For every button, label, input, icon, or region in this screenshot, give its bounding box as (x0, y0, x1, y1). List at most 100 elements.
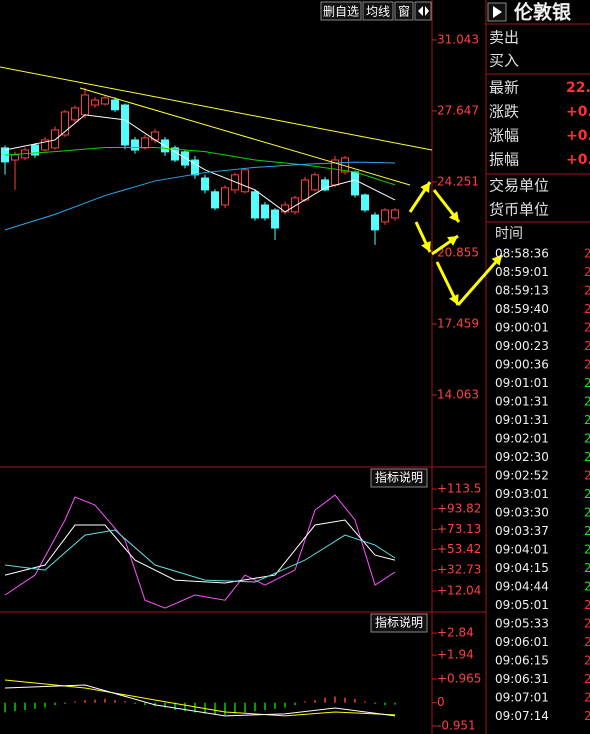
macd-bar (84, 700, 86, 703)
indicator-help-label[interactable]: 指标说明 (375, 615, 423, 630)
macd-bar (224, 702, 226, 715)
trade-time: 09:02:30 (495, 450, 549, 464)
y-tick-label: 0 (437, 695, 445, 709)
indicator-help-label[interactable]: 指标说明 (375, 470, 423, 485)
trade-price: 2 (584, 506, 590, 520)
macd-bar (364, 701, 366, 703)
trade-price: 2 (584, 376, 590, 390)
quote-value: +0.0 (566, 128, 590, 144)
y-tick-label: 31.043 (437, 32, 479, 46)
y-tick-label: +32.73 (437, 563, 481, 577)
macd-bar (184, 702, 186, 712)
expand-icon (493, 6, 502, 18)
macd-bar (144, 702, 146, 706)
macd-bar (284, 702, 286, 708)
quote-label: 涨跌 (489, 103, 519, 121)
indicator-help-button[interactable] (370, 468, 428, 488)
macd-bar (54, 702, 56, 706)
trade-time: 09:05:01 (495, 598, 549, 612)
trade-price: 2 (584, 469, 590, 483)
indicator-line (4, 529, 396, 583)
candle-body (111, 99, 119, 111)
indicator-help-button[interactable] (370, 613, 428, 633)
toolbar-button[interactable] (362, 1, 394, 21)
arrow-head (449, 294, 459, 305)
macd-bar (124, 701, 126, 703)
candle-body (221, 187, 229, 206)
y-tick-label: +113.5 (437, 482, 481, 496)
candle-body (11, 154, 19, 161)
candle-body (351, 171, 359, 196)
indicator-line (4, 519, 396, 584)
arrow-head (448, 211, 459, 222)
y-tick-label: +2.84 (437, 626, 474, 640)
y-tick-label: 27.647 (437, 103, 479, 117)
arrow-head (447, 236, 458, 246)
candle-body (91, 99, 99, 106)
trade-time: 09:01:01 (495, 376, 549, 390)
candle-body (361, 194, 369, 211)
macd-bar (394, 702, 396, 705)
arrow-head (420, 182, 430, 193)
quote-title: 伦敦银 (514, 1, 572, 24)
macd-bar (214, 702, 216, 715)
y-tick-label: 17.459 (437, 316, 479, 330)
y-tick-label: +73.13 (437, 522, 481, 536)
candle-body (31, 144, 39, 156)
indicator-line (4, 684, 396, 717)
toolbar-button-label[interactable]: 窗 (398, 5, 410, 19)
toolbar-button-label[interactable]: 均线 (366, 5, 390, 19)
quote-label: 交易单位 (489, 177, 549, 195)
trade-time: 09:00:36 (495, 358, 549, 372)
trade-time: 09:07:14 (495, 709, 549, 723)
y-tick-label: +93.82 (437, 501, 481, 515)
trade-price: 2 (584, 284, 590, 298)
trade-time: 08:58:36 (495, 247, 549, 261)
indicator-line (4, 114, 396, 213)
trade-price: 2 (584, 413, 590, 427)
macd-bar (164, 702, 166, 708)
quote-label: 振幅 (489, 151, 519, 169)
trade-price: 2 (584, 450, 590, 464)
toolbar-button-label[interactable]: 删自选 (323, 5, 359, 19)
trade-price: 2 (584, 672, 590, 686)
macd-bar (354, 698, 356, 703)
macd-bar (234, 702, 236, 714)
indicator-line (4, 494, 396, 609)
y-tick-label: 20.855 (437, 245, 479, 259)
trade-time: 09:04:15 (495, 561, 549, 575)
trade-time: 09:05:33 (495, 617, 549, 631)
y-tick-label: +53.42 (437, 542, 481, 556)
trade-time: 09:03:30 (495, 506, 549, 520)
indicator-line (4, 146, 396, 186)
trade-price: 2 (584, 302, 590, 316)
candle-body (371, 214, 379, 231)
macd-bar (374, 702, 376, 704)
trade-price: 2 (584, 524, 590, 538)
candle-body (241, 169, 249, 193)
macd-bar (4, 702, 6, 713)
macd-bar (194, 702, 196, 713)
macd-bar (174, 702, 176, 710)
candle-body (271, 209, 279, 229)
candle-body (191, 159, 199, 176)
macd-bar (14, 702, 16, 712)
quote-value: +0.2 (566, 152, 590, 168)
toolbar-button[interactable] (320, 1, 362, 21)
toolbar-button[interactable] (394, 1, 414, 21)
candle-body (71, 107, 79, 121)
candle-body (211, 191, 219, 209)
macd-bar (344, 697, 346, 703)
trend-line (0, 66, 433, 151)
macd-bar (74, 701, 76, 703)
macd-bar (34, 702, 36, 709)
trade-time: 09:00:23 (495, 339, 549, 353)
arrow-head (491, 255, 502, 266)
y-tick-label: -0.951 (437, 718, 476, 732)
quote-label: 卖出 (489, 29, 519, 47)
trade-time: 09:03:01 (495, 487, 549, 501)
trade-time: 09:02:01 (495, 432, 549, 446)
y-tick-label: +0.965 (437, 672, 481, 686)
macd-bar (294, 702, 296, 706)
